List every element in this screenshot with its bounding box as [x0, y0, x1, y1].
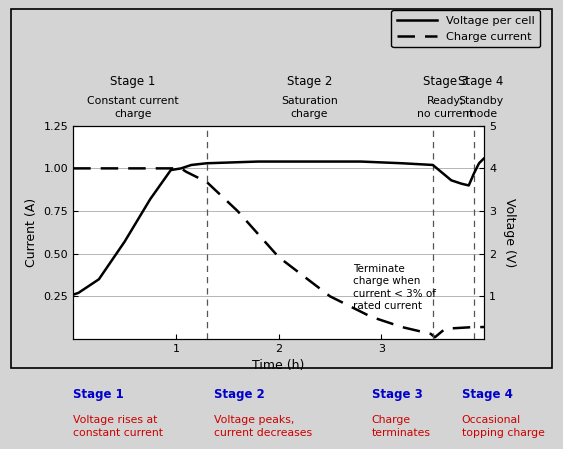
Text: Stage 3: Stage 3	[422, 75, 468, 88]
Text: Stage 4: Stage 4	[462, 388, 512, 401]
Y-axis label: Current (A): Current (A)	[25, 198, 38, 267]
Text: Stage 3: Stage 3	[372, 388, 422, 401]
Text: Charge
terminates: Charge terminates	[372, 415, 431, 438]
Text: Stage 1: Stage 1	[73, 388, 124, 401]
Text: Stage 2: Stage 2	[214, 388, 265, 401]
Text: Voltage peaks,
current decreases: Voltage peaks, current decreases	[214, 415, 312, 438]
Text: Standby
mode: Standby mode	[458, 96, 504, 119]
Text: Terminate
charge when
current < 3% of
rated current: Terminate charge when current < 3% of ra…	[352, 264, 436, 311]
Text: Voltage rises at
constant current: Voltage rises at constant current	[73, 415, 163, 438]
X-axis label: Time (h): Time (h)	[252, 359, 305, 372]
Text: Ready;
no current: Ready; no current	[417, 96, 473, 119]
Text: Stage 2: Stage 2	[287, 75, 332, 88]
Text: Constant current
charge: Constant current charge	[87, 96, 178, 119]
Text: Stage 4: Stage 4	[458, 75, 504, 88]
Text: Occasional
topping charge: Occasional topping charge	[462, 415, 544, 438]
Text: Saturation
charge: Saturation charge	[281, 96, 338, 119]
Text: Stage 1: Stage 1	[110, 75, 155, 88]
Legend: Voltage per cell, Charge current: Voltage per cell, Charge current	[391, 10, 540, 47]
Y-axis label: Voltage (V): Voltage (V)	[503, 198, 516, 267]
